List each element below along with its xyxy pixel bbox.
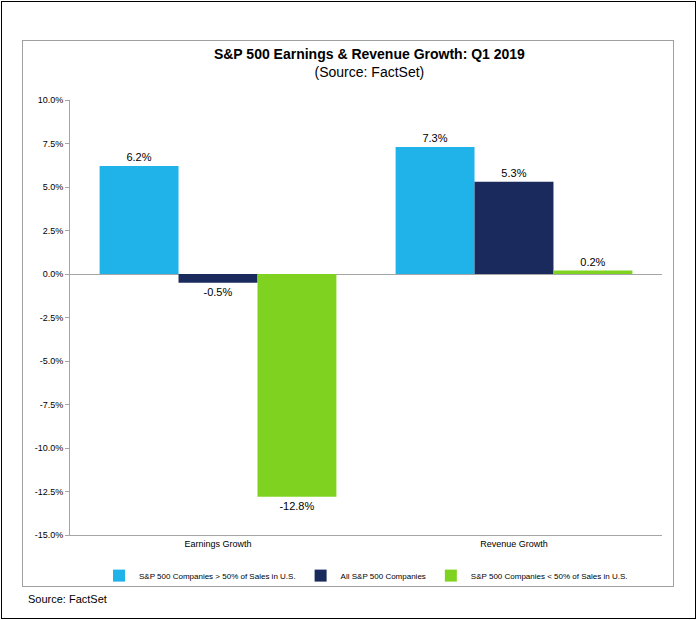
svg-text:All S&P 500 Companies: All S&P 500 Companies xyxy=(341,572,426,581)
svg-text:2.5%: 2.5% xyxy=(43,226,64,236)
svg-text:-12.5%: -12.5% xyxy=(35,487,64,497)
svg-text:10.0%: 10.0% xyxy=(38,95,64,105)
svg-text:0.2%: 0.2% xyxy=(580,256,605,268)
svg-text:S&P 500 Companies < 50% of Sal: S&P 500 Companies < 50% of Sales in U.S. xyxy=(471,572,628,581)
svg-text:S&P 500 Earnings & Revenue Gro: S&P 500 Earnings & Revenue Growth: Q1 20… xyxy=(214,46,525,80)
svg-text:S&P 500 Companies > 50% of Sal: S&P 500 Companies > 50% of Sales in U.S. xyxy=(139,572,296,581)
svg-text:-7.5%: -7.5% xyxy=(40,400,64,410)
svg-text:5.0%: 5.0% xyxy=(43,182,64,192)
svg-text:-15.0%: -15.0% xyxy=(35,530,64,540)
svg-text:Revenue Growth: Revenue Growth xyxy=(480,539,548,549)
svg-text:Source: FactSet: Source: FactSet xyxy=(28,593,107,605)
svg-text:7.5%: 7.5% xyxy=(43,139,64,149)
svg-text:-10.0%: -10.0% xyxy=(35,443,64,453)
svg-text:-5.0%: -5.0% xyxy=(40,356,64,366)
svg-text:-12.8%: -12.8% xyxy=(279,500,314,512)
svg-text:7.3%: 7.3% xyxy=(422,132,447,144)
svg-text:6.2%: 6.2% xyxy=(126,151,151,163)
svg-text:-0.5%: -0.5% xyxy=(204,286,233,298)
svg-text:5.3%: 5.3% xyxy=(501,167,526,179)
svg-text:0.0%: 0.0% xyxy=(43,269,64,279)
svg-text:-2.5%: -2.5% xyxy=(40,313,64,323)
svg-text:Earnings Growth: Earnings Growth xyxy=(184,539,251,549)
